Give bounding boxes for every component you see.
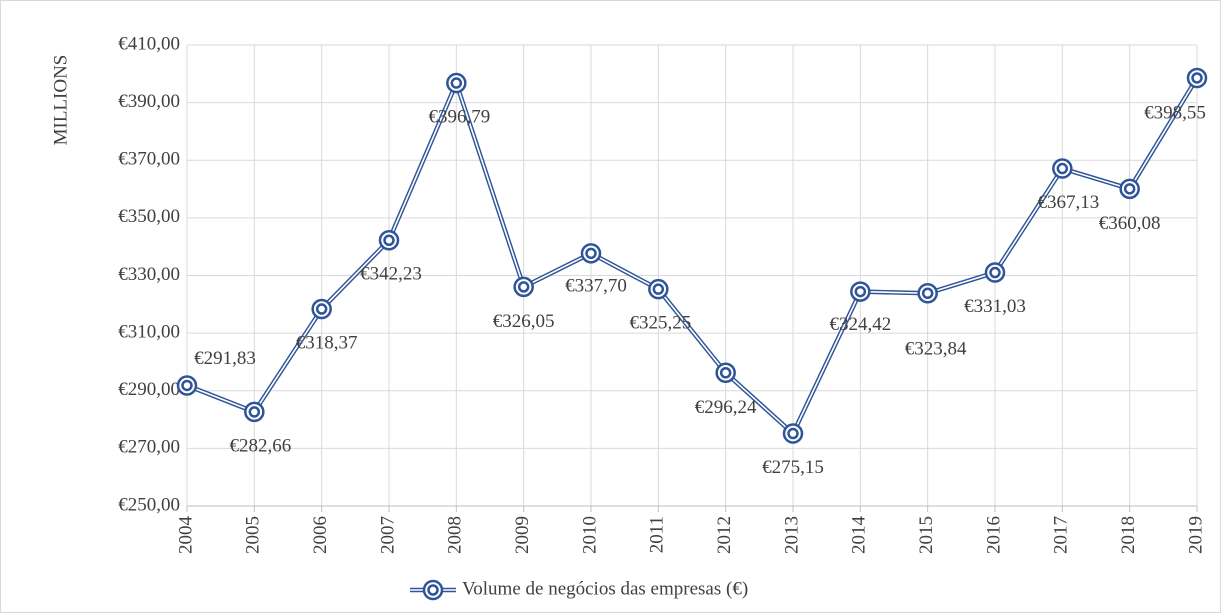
y-axis-label: MILLIONS — [50, 55, 71, 146]
data-label: €398,55 — [1144, 102, 1206, 123]
data-label: €325,25 — [629, 313, 691, 334]
x-tick-label: 2015 — [916, 516, 937, 554]
point-marker — [311, 298, 332, 320]
y-tick-label: €390,00 — [118, 91, 180, 112]
marker-inner — [1191, 72, 1203, 84]
marker-inner — [517, 281, 530, 293]
x-tick-label: 2011 — [647, 516, 668, 553]
point-marker — [984, 262, 1006, 283]
point-marker — [715, 362, 736, 384]
x-tick-label: 2016 — [983, 516, 1004, 554]
y-tick-label: €350,00 — [118, 206, 180, 227]
x-tick-label: 2005 — [243, 516, 264, 554]
data-label: €331,03 — [964, 296, 1026, 317]
marker-inner — [181, 379, 193, 392]
x-tick-label: 2009 — [512, 516, 533, 554]
point-marker — [580, 243, 602, 264]
x-tick-label: 2014 — [849, 516, 870, 555]
data-label: €326,05 — [493, 311, 555, 332]
point-marker — [1119, 178, 1140, 200]
point-marker — [513, 276, 534, 298]
y-tick-label: €310,00 — [118, 321, 180, 342]
point-marker — [244, 401, 265, 423]
point-marker — [1052, 158, 1073, 179]
y-tick-label: €270,00 — [118, 437, 180, 458]
marker-inner — [315, 303, 328, 315]
data-label: €275,15 — [762, 457, 824, 478]
point-marker — [850, 281, 871, 302]
marker-inner — [989, 266, 1001, 279]
x-tick-label: 2018 — [1118, 516, 1139, 554]
marker-inner — [652, 283, 665, 295]
marker-inner — [854, 285, 867, 298]
y-tick-label: €290,00 — [118, 379, 180, 400]
data-label: €296,24 — [695, 397, 757, 418]
point-marker — [176, 375, 198, 396]
data-label: €318,37 — [296, 332, 358, 353]
marker-inner — [383, 234, 395, 247]
x-tick-label: 2017 — [1051, 516, 1072, 554]
y-tick-label: €370,00 — [118, 149, 180, 170]
x-tick-label: 2010 — [579, 516, 600, 554]
data-label: €282,66 — [229, 435, 291, 456]
marker-inner — [921, 287, 934, 299]
y-tick-label: €250,00 — [118, 494, 180, 515]
point-marker — [648, 278, 669, 300]
x-tick-label: 2008 — [445, 516, 466, 554]
data-label: €396,79 — [428, 106, 490, 127]
point-marker — [1186, 67, 1208, 89]
legend-marker-inner — [427, 584, 439, 596]
point-marker — [378, 230, 400, 251]
marker-inner — [450, 77, 463, 89]
data-label: €337,70 — [565, 276, 627, 297]
data-label: €360,08 — [1099, 213, 1161, 234]
data-label: €367,13 — [1037, 192, 1099, 213]
data-label: €324,42 — [829, 314, 891, 335]
data-label: €342,23 — [360, 264, 422, 285]
x-tick-label: 2004 — [175, 516, 196, 555]
x-tick-label: 2007 — [377, 516, 398, 554]
point-marker — [782, 423, 804, 444]
marker-inner — [1123, 183, 1136, 195]
x-tick-label: 2019 — [1185, 516, 1206, 554]
marker-inner — [585, 247, 597, 260]
x-tick-label: 2006 — [310, 516, 331, 554]
series-line-inner — [186, 77, 1198, 435]
data-label: €323,84 — [905, 339, 967, 360]
point-marker — [446, 72, 467, 94]
y-tick-label: €410,00 — [118, 33, 180, 54]
point-marker — [917, 282, 938, 304]
marker-inner — [1056, 162, 1069, 175]
x-tick-label: 2012 — [714, 516, 735, 554]
marker-inner — [787, 427, 799, 440]
marker-inner — [248, 406, 261, 418]
x-tick-label: 2013 — [781, 516, 802, 554]
y-tick-label: €330,00 — [118, 264, 180, 285]
marker-inner — [719, 367, 732, 379]
data-label: €291,83 — [194, 348, 256, 369]
legend-label: Volume de negócios das empresas (€) — [462, 578, 748, 599]
